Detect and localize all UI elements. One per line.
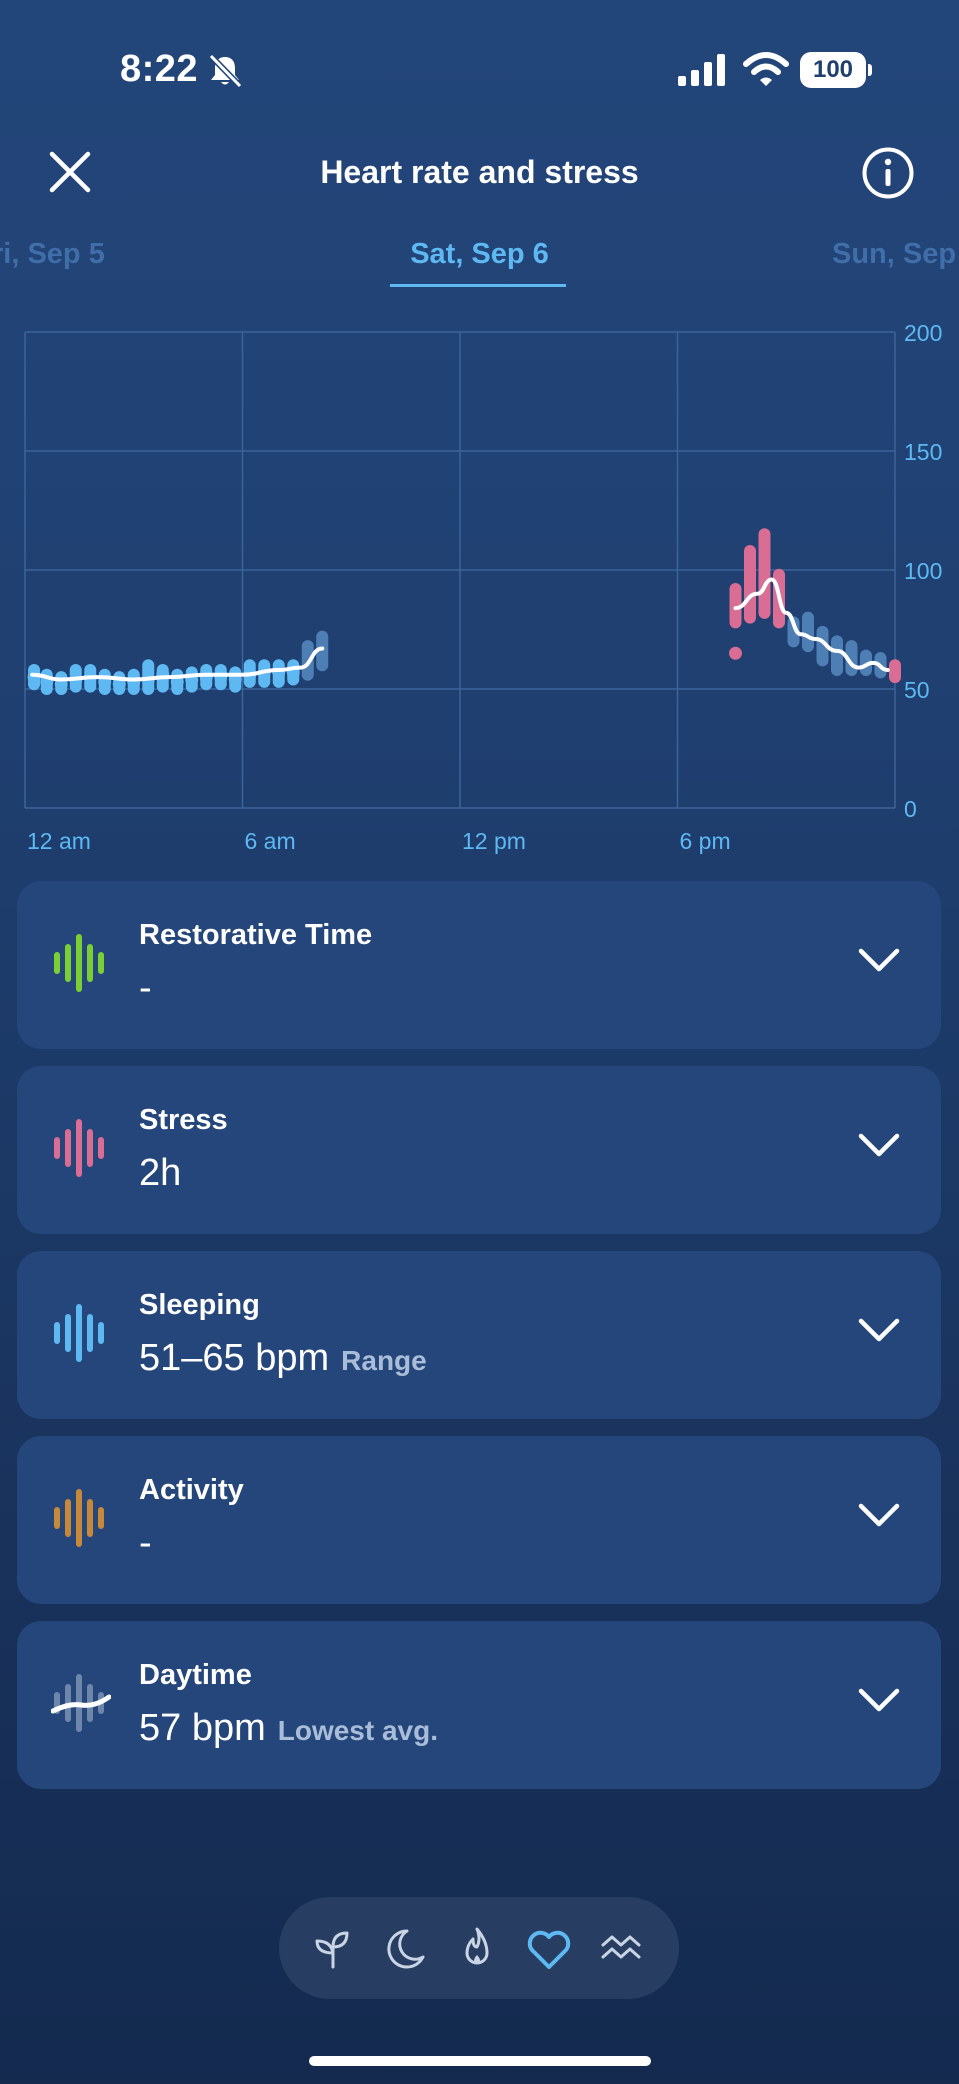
card-value-text: 57 bpm <box>139 1707 266 1749</box>
card-value-text: - <box>139 1522 152 1564</box>
card-value: - <box>139 967 164 1010</box>
x-tick-label: 6 pm <box>680 828 731 854</box>
chevron-down-icon[interactable] <box>855 1126 903 1166</box>
chevron-down-icon[interactable] <box>855 1311 903 1351</box>
card-value: 51–65 bpm Range <box>139 1337 427 1380</box>
flame-icon[interactable] <box>453 1925 501 1973</box>
card-value: 57 bpm Lowest avg. <box>139 1707 438 1750</box>
bell-muted-icon <box>208 54 243 88</box>
battery-level: 100 <box>800 52 866 88</box>
hr-point <box>729 646 742 660</box>
y-tick-label: 100 <box>904 558 942 584</box>
chevron-down-icon[interactable] <box>855 1496 903 1536</box>
x-tick-label: 12 pm <box>462 828 526 854</box>
hr-trend-line <box>733 577 890 672</box>
battery-icon: 100 <box>800 52 872 88</box>
cellular-signal-icon <box>678 54 725 86</box>
date-selector: ri, Sep 5 Sat, Sep 6 Sun, Sep <box>0 230 959 290</box>
wifi-icon <box>743 52 789 86</box>
restorative-bars-icon <box>51 933 111 993</box>
heart-rate-chart[interactable]: 0 50 100 150 200 12 am 6 am 12 pm 6 pm <box>0 320 959 860</box>
chevron-down-icon[interactable] <box>855 941 903 981</box>
card-value-text: 51–65 bpm <box>139 1337 330 1379</box>
chart-canvas: 0 50 100 150 200 12 am 6 am 12 pm 6 pm <box>24 320 942 854</box>
heart-icon[interactable] <box>525 1925 573 1973</box>
date-tab-next[interactable]: Sun, Sep <box>832 238 957 270</box>
battery-tip <box>868 64 872 76</box>
card-daytime[interactable]: Daytime 57 bpm Lowest avg. <box>17 1621 941 1789</box>
close-icon[interactable] <box>44 146 96 198</box>
card-title: Activity <box>139 1474 244 1506</box>
page-title: Heart rate and stress <box>320 154 639 190</box>
status-time: 8:22 <box>120 48 199 90</box>
activity-bars-icon <box>51 1488 111 1548</box>
home-indicator <box>309 2056 651 2066</box>
card-value-text: - <box>139 967 152 1009</box>
icon-trend-line <box>50 1694 112 1714</box>
hr-point <box>199 670 213 684</box>
hr-point <box>214 670 228 684</box>
card-title: Sleeping <box>139 1289 260 1321</box>
card-stress[interactable]: Stress 2h <box>17 1066 941 1234</box>
header: Heart rate and stress <box>0 140 959 230</box>
sprout-icon[interactable] <box>309 1925 357 1973</box>
y-tick-label: 150 <box>904 439 942 465</box>
card-activity[interactable]: Activity - <box>17 1436 941 1604</box>
date-tab-current[interactable]: Sat, Sep 6 <box>410 238 549 270</box>
card-value: - <box>139 1522 164 1565</box>
hr-point <box>127 675 141 689</box>
x-tick-label: 12 am <box>27 828 91 854</box>
waves-icon[interactable] <box>597 1925 645 1973</box>
date-tab-previous[interactable]: ri, Sep 5 <box>0 238 105 270</box>
status-bar: 8:22 100 <box>0 0 959 140</box>
card-value-sub: Lowest avg. <box>277 1715 439 1746</box>
card-restorative-time[interactable]: Restorative Time - <box>17 881 941 1049</box>
card-title: Restorative Time <box>139 919 373 951</box>
chevron-down-icon[interactable] <box>855 1681 903 1721</box>
card-value-sub: Range <box>341 1345 427 1376</box>
card-sleeping[interactable]: Sleeping 51–65 bpm Range <box>17 1251 941 1419</box>
date-tab-underline <box>390 284 566 287</box>
moon-icon[interactable] <box>381 1925 429 1973</box>
bottom-nav <box>279 1897 679 1999</box>
daytime-trend-icon <box>50 1673 112 1733</box>
stress-bars-icon <box>51 1118 111 1178</box>
info-icon[interactable] <box>861 146 915 200</box>
card-value: 2h <box>139 1152 193 1195</box>
hr-trend-line <box>30 646 325 682</box>
x-tick-label: 6 am <box>245 828 296 854</box>
card-title: Stress <box>139 1104 228 1136</box>
y-tick-label: 0 <box>904 796 917 822</box>
sleeping-bars-icon <box>51 1303 111 1363</box>
y-tick-label: 50 <box>904 677 930 703</box>
y-tick-label: 200 <box>904 320 942 346</box>
card-value-text: 2h <box>139 1152 182 1194</box>
card-title: Daytime <box>139 1659 252 1691</box>
